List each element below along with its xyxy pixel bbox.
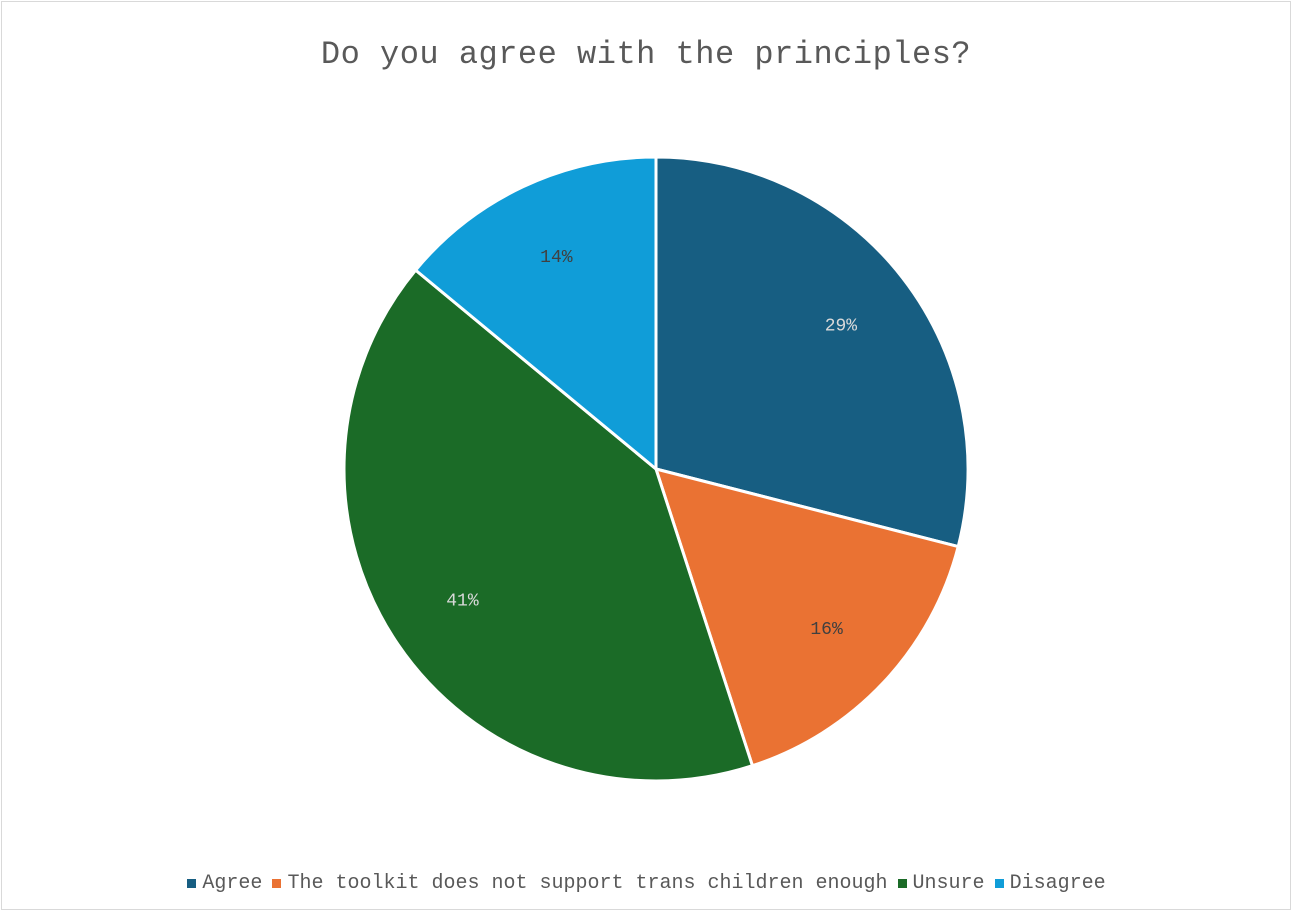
pie-slice-agree [654, 155, 970, 549]
legend: Agree The toolkit does not support trans … [0, 872, 1293, 895]
pie-slice-disagree [414, 155, 658, 471]
legend-label: Disagree [1009, 872, 1106, 895]
legend-item: Unsure [897, 872, 985, 895]
legend-label: Unsure [912, 872, 985, 895]
chart-title: Do you agree with the principles? [320, 36, 972, 73]
legend-swatch [897, 879, 907, 888]
legend-item: Disagree [994, 872, 1106, 895]
legend-swatch [272, 879, 282, 888]
pie-slice-the-toolkit-does-not-support-trans-children-enough [654, 467, 960, 768]
pie-slice-unsure [342, 268, 754, 783]
data-label: 16% [810, 620, 843, 640]
data-label: 41% [446, 591, 479, 611]
data-label: 14% [540, 248, 573, 268]
legend-swatch [994, 879, 1004, 888]
data-label: 29% [825, 316, 858, 336]
legend-swatch [187, 879, 197, 888]
legend-label: The toolkit does not support trans child… [287, 872, 888, 895]
legend-item: The toolkit does not support trans child… [272, 872, 888, 895]
legend-label: Agree [202, 872, 263, 895]
legend-item: Agree [187, 872, 262, 895]
